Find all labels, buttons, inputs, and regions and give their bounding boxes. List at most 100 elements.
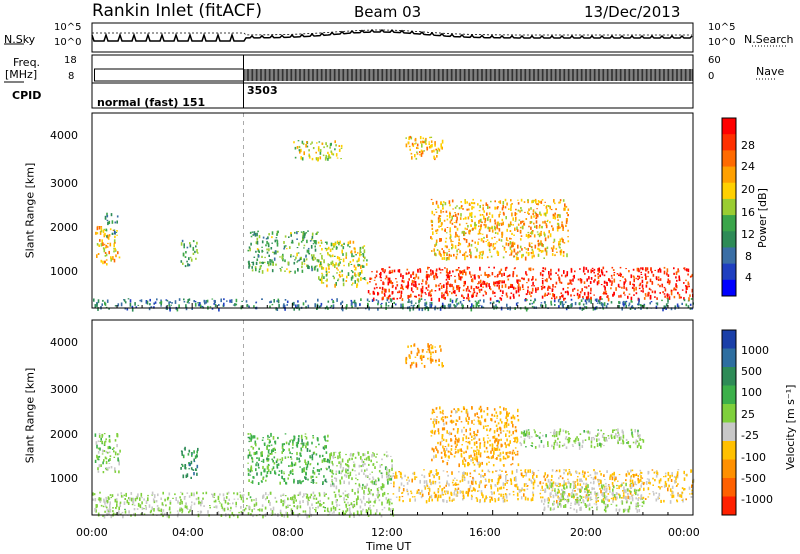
xtick-0400: 04:00 [172,526,204,539]
power-cell [317,146,320,150]
velocity-cell [520,489,522,492]
power-cell [498,201,500,203]
velocity-cell [560,494,563,499]
velocity-cell [681,491,684,494]
power-cell [535,225,538,229]
power-cell [408,278,410,281]
velocity-cell [372,478,375,480]
velocity-cell [356,479,359,481]
velocity-cell [476,429,479,433]
power-cell [464,199,466,201]
power-cell [114,247,116,251]
velocity-cell [519,441,522,444]
power-cell [401,298,404,301]
velocity-cell [565,469,567,472]
power-cell [269,259,271,263]
power-cell [656,302,659,306]
power-cell [444,305,446,310]
velocity-cell [99,440,102,442]
velocity-cell [617,428,619,433]
power-cell [588,276,590,280]
velocity-cell [548,487,550,490]
power-cell [297,231,299,233]
power-cell [456,205,458,207]
power-cell [498,238,501,241]
velocity-cell [681,487,684,490]
velocity-cell [113,450,115,453]
power-cell [509,246,512,250]
velocity-cell [492,455,494,459]
power-cell [439,218,441,220]
power-cell [435,148,437,151]
velocity-cell [531,442,533,444]
power-cell [593,268,596,271]
power-cell [393,269,396,273]
velocity-cell [488,471,491,473]
power-cell [525,233,528,237]
velocity-cell [542,489,544,491]
velocity-cell [665,483,668,487]
power-cell [311,259,314,261]
velocity-cell [527,429,530,431]
power-cell [669,280,671,284]
velocity-cell [467,421,470,425]
velocity-cell [630,483,632,484]
power-cell [587,295,589,300]
velocity-cell [495,424,498,427]
power-cell [248,260,250,264]
velocity-cell [479,452,482,454]
power-cell [581,288,583,292]
velocity-cell [479,445,481,449]
power-cell [298,149,301,152]
power-cell [564,274,567,278]
power-cell [187,263,189,267]
power-cell [319,151,322,155]
power-cell [494,200,496,203]
velocity-cell [454,434,456,437]
velocity-cell [579,483,582,486]
velocity-cell [181,450,183,455]
power-cell [342,246,345,250]
velocity-cell [297,438,300,442]
velocity-cell [377,490,380,494]
velocity-cell [491,492,493,496]
power-cell [465,217,467,220]
power-cell [532,213,534,215]
velocity-cell [615,504,618,507]
velocity-cell [193,450,195,454]
velocity-cell [277,436,279,440]
power-cell [599,274,601,278]
power-cell [388,266,391,269]
power-cell [424,302,426,305]
power-cell [434,307,436,311]
power-cell [159,301,161,304]
velocity-cell [515,454,517,456]
power-cell [479,252,481,256]
power-cell [123,299,126,302]
velocity-cell [590,499,593,500]
power-cell [408,145,411,148]
power-cell [535,287,537,291]
power-cell [628,270,630,273]
power-cell [487,274,489,278]
velocity-cell [563,471,565,475]
power-cell [135,306,138,308]
power-cell [490,227,492,229]
velocity-cell [532,475,534,479]
velocity-cell [508,493,511,496]
velocity-cell [602,484,605,487]
power-cell [655,305,658,309]
power-cell [284,299,287,301]
power-cell [474,241,476,244]
power-cell [406,268,409,271]
power-cell [550,303,553,306]
power-cell [444,240,447,243]
power-cell [100,242,103,247]
power-cell [382,282,385,286]
power-cell [563,297,565,301]
power-cell [359,303,361,307]
velocity-cell [624,495,627,500]
power-cell [651,282,654,284]
power-cell [685,285,687,287]
velocity-cell [95,441,98,445]
